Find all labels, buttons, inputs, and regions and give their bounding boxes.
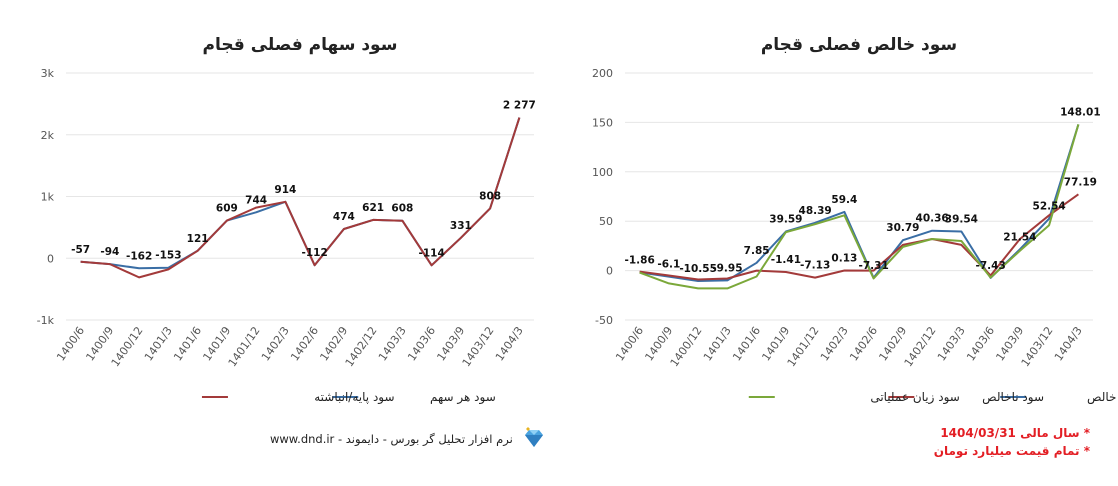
- y-tick-label: 0: [606, 265, 613, 278]
- series-line: [639, 193, 1079, 281]
- data-label: 77.19: [1064, 176, 1097, 188]
- data-label: -1.41: [771, 254, 801, 266]
- legend-label: سود زیان عملیاتی: [870, 390, 960, 405]
- data-label: 148.01: [1060, 106, 1101, 118]
- x-tick-label: 1402/3: [259, 324, 292, 363]
- x-tick-label: 1403/3: [376, 324, 409, 363]
- y-tick-label: 150: [592, 116, 613, 129]
- x-tick-label: 1402/3: [818, 324, 851, 363]
- data-label: 7.85: [744, 245, 770, 257]
- unit-note: * تمام قیمت میلیارد تومان: [933, 444, 1090, 458]
- data-label: 21.54: [1003, 231, 1036, 243]
- legend-label: سود هر سهم: [430, 390, 496, 405]
- chart-title: سود سهام فصلی قجام: [203, 35, 398, 55]
- net-profit-chart: سود خالص فصلی قجام -50 0 50 100 150 200 1400/6 1…: [592, 35, 1118, 405]
- data-label: -1.86: [624, 254, 654, 266]
- x-tick-label: 1403/3: [935, 324, 968, 363]
- data-label: 914: [274, 184, 296, 196]
- legend-label: سود ناخالص: [982, 390, 1044, 405]
- x-tick-label: 1401/6: [730, 324, 763, 363]
- data-label: 808: [479, 190, 501, 202]
- data-label: -112: [301, 247, 327, 259]
- y-tick-label: 50: [599, 215, 613, 228]
- data-label: -6.1: [657, 259, 680, 271]
- data-label: -9.95: [712, 262, 742, 274]
- y-tick-label: 1k: [41, 191, 55, 204]
- data-label: -10.55: [679, 263, 717, 275]
- data-label: 52.54: [1033, 201, 1066, 213]
- data-label: 608: [391, 203, 413, 215]
- x-tick-label: 1401/3: [142, 324, 175, 363]
- x-tick-label: 1403/6: [405, 324, 438, 363]
- series-line: [639, 124, 1080, 290]
- data-label: 48.39: [799, 205, 832, 217]
- y-tick-label: -1k: [37, 314, 55, 327]
- data-label: -57: [71, 244, 90, 256]
- x-tick-label: 1403/6: [964, 324, 997, 363]
- data-label: 331: [450, 220, 472, 232]
- data-label: 40.36: [916, 213, 949, 225]
- y-tick-label: 100: [592, 166, 613, 179]
- data-label: -7.43: [975, 260, 1005, 272]
- data-label: -162: [126, 250, 152, 262]
- data-label: 744: [245, 194, 267, 206]
- x-tick-label: 1400/6: [613, 324, 646, 363]
- footer: * سال مالی 1404/03/31 * تمام قیمت میلیار…: [0, 420, 1118, 480]
- data-label: -153: [155, 250, 181, 262]
- data-label: 121: [187, 233, 209, 245]
- data-label: -7.13: [800, 260, 830, 272]
- x-tick-label: 1401/6: [171, 324, 204, 363]
- x-tick-label: 1404/3: [493, 324, 526, 363]
- x-tick-label: 1402/6: [288, 324, 321, 363]
- data-label: -114: [418, 247, 444, 259]
- data-label: 0.13: [831, 252, 857, 264]
- data-label: 39.59: [769, 213, 802, 225]
- chart-title: سود خالص فصلی قجام: [761, 35, 957, 55]
- data-label: 30.79: [886, 222, 919, 234]
- data-label: 474: [333, 211, 355, 223]
- y-tick-label: 2k: [41, 129, 55, 142]
- x-tick-label: 1401/3: [701, 324, 734, 363]
- fiscal-year-note: * سال مالی 1404/03/31: [940, 426, 1090, 440]
- legend-label: سود پایه/انباشته: [314, 390, 394, 405]
- x-tick-label: 1402/6: [847, 324, 880, 363]
- legend-label: سود خالص: [1087, 390, 1118, 405]
- x-tick-label: 1400/6: [54, 324, 87, 363]
- eps-chart: سود سهام فصلی قجام-1k01k2k3k1400/61400/9…: [37, 35, 536, 405]
- y-tick-label: -50: [595, 314, 613, 327]
- y-tick-label: 0: [47, 252, 54, 265]
- data-label: 621: [362, 202, 384, 214]
- data-label: 39.54: [945, 214, 978, 226]
- brand-text: نرم افزار تحلیل گر بورس - دایموند - www.…: [270, 432, 513, 446]
- data-label: -7.31: [858, 260, 888, 272]
- data-label: 59.4: [831, 194, 857, 206]
- data-label: -94: [100, 246, 119, 258]
- diamond-icon: [523, 426, 545, 452]
- brand: نرم افزار تحلیل گر بورس - دایموند - www.…: [270, 426, 545, 452]
- y-tick-label: 3k: [41, 67, 55, 80]
- y-tick-label: 200: [592, 67, 613, 80]
- data-label: 609: [216, 203, 238, 215]
- series-line: [80, 117, 521, 279]
- data-label: 2 277: [503, 100, 536, 112]
- x-tick-label: 1404/3: [1052, 324, 1085, 363]
